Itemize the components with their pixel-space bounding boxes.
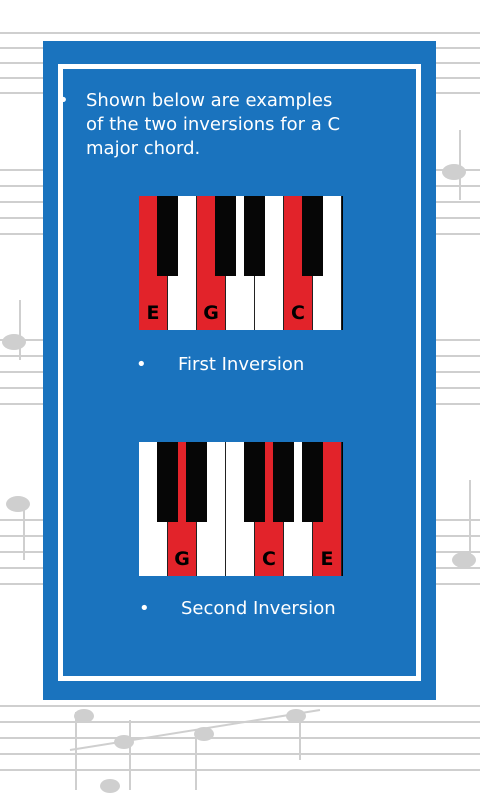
first-inversion-label: First Inversion [178, 354, 305, 375]
first-inversion-black-key [157, 196, 178, 276]
first-inversion-black-key [302, 196, 323, 276]
first-inversion-note-label: G [203, 302, 219, 324]
second-inversion-note-label: G [174, 548, 190, 570]
intro-text-block: • Shown below are examples of the two in… [58, 89, 346, 161]
second-inversion-black-key [186, 442, 207, 522]
first-inversion-note-label: C [291, 302, 305, 324]
info-card: • Shown below are examples of the two in… [43, 41, 436, 700]
intro-text: Shown below are examples of the two inve… [86, 90, 341, 159]
second-inversion-black-key [302, 442, 323, 522]
second-inversion-label: Second Inversion [181, 598, 336, 619]
card-frame [58, 64, 421, 681]
second-inversion-note-label: E [320, 548, 334, 570]
first-inversion-note-label: E [146, 302, 160, 324]
first-inversion-black-key [215, 196, 236, 276]
first-inversion-caption: • First Inversion [136, 354, 305, 375]
second-inversion-black-key [157, 442, 178, 522]
second-inversion-caption: • Second Inversion [139, 598, 336, 619]
second-inversion-note-label: C [262, 548, 276, 570]
second-inversion-bullet: • [139, 598, 150, 619]
first-inversion-bullet: • [136, 354, 147, 375]
second-inversion-black-key [273, 442, 294, 522]
first-inversion-black-key [244, 196, 265, 276]
intro-bullet: • [58, 90, 69, 111]
second-inversion-black-key [244, 442, 265, 522]
